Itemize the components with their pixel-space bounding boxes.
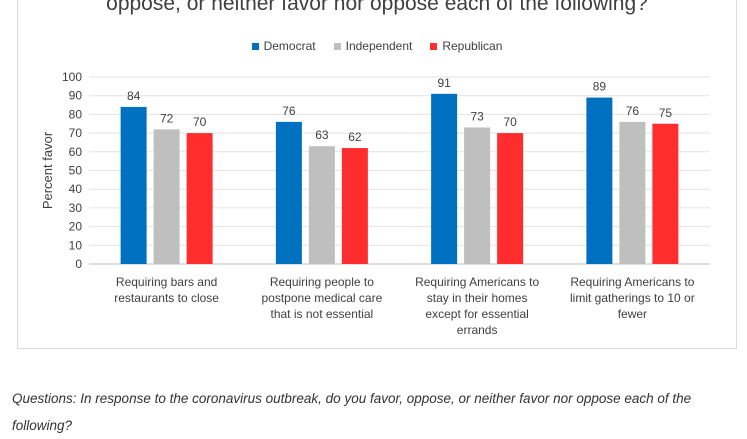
chart-legend: Democrat Independent Republican: [18, 39, 736, 53]
x-category-label: limit gatherings to 10 or: [570, 291, 695, 305]
bar-democrat: [431, 93, 458, 264]
legend-swatch-republican: [430, 42, 438, 50]
y-tick-label: 40: [69, 182, 83, 196]
chart-plot: 0 10 20 30 40 50 60 70 80 90 100 Percent favor 84 72 7…: [40, 70, 710, 337]
data-label: 84: [127, 89, 141, 103]
y-tick-label: 80: [69, 107, 83, 121]
data-label: 72: [160, 111, 174, 125]
x-category-label: except for essential: [425, 307, 528, 321]
x-category-label: restaurants to close: [114, 291, 219, 305]
x-category-label: Requiring Americans to: [415, 275, 539, 289]
x-category-label: stay in their homes: [427, 291, 528, 305]
legend-item-republican: Republican: [430, 39, 502, 53]
data-label: 73: [470, 109, 484, 123]
data-label: 89: [593, 80, 607, 94]
bar-independent: [464, 127, 491, 265]
bar-democrat: [275, 121, 302, 264]
data-label: 76: [626, 104, 640, 118]
data-label: 75: [659, 106, 673, 120]
x-category-label: errands: [457, 323, 498, 337]
data-label: 70: [503, 115, 517, 129]
chart-title: oppose, or neither favor nor oppose each…: [106, 0, 648, 15]
legend-swatch-independent: [333, 42, 341, 50]
bar-democrat: [120, 106, 147, 264]
x-category-label: Requiring people to: [270, 275, 374, 289]
legend-label-republican: Republican: [442, 39, 503, 53]
x-category-label: postpone medical care: [262, 291, 383, 305]
bar-independent: [153, 129, 180, 264]
y-tick-label: 0: [75, 257, 82, 271]
y-tick-label: 100: [62, 70, 82, 84]
bar-democrat: [586, 97, 613, 264]
legend-swatch-democrat: [251, 42, 259, 50]
y-tick-label: 60: [69, 145, 83, 159]
y-tick-label: 70: [69, 126, 83, 140]
y-tick-label: 20: [69, 220, 83, 234]
bar-republican: [341, 148, 368, 264]
y-tick-label: 10: [69, 238, 83, 252]
x-category-label: that is not essential: [271, 307, 374, 321]
y-tick-label: 30: [69, 201, 83, 215]
x-category-label: fewer: [618, 307, 647, 321]
y-tick-label: 50: [69, 164, 83, 178]
legend-label-independent: Independent: [345, 39, 413, 53]
bar-republican: [497, 133, 524, 264]
x-category-label: Requiring Americans to: [570, 275, 694, 289]
legend-item-democrat: Democrat: [251, 39, 316, 53]
bar-independent: [619, 121, 646, 264]
data-label: 76: [282, 104, 296, 118]
data-label: 91: [437, 76, 451, 90]
y-axis-title: Percent favor: [40, 131, 55, 209]
data-label: 63: [315, 128, 329, 142]
bar-republican: [652, 123, 679, 264]
caption: Questions: In response to the coronaviru…: [12, 391, 692, 433]
bar-republican: [186, 133, 213, 264]
data-label: 62: [348, 130, 362, 144]
legend-label-democrat: Democrat: [263, 39, 316, 53]
x-category-label: Requiring bars and: [116, 275, 217, 289]
data-label: 70: [193, 115, 207, 129]
y-tick-label: 90: [69, 89, 83, 103]
bar-independent: [308, 146, 335, 264]
legend-item-independent: Independent: [333, 39, 413, 53]
